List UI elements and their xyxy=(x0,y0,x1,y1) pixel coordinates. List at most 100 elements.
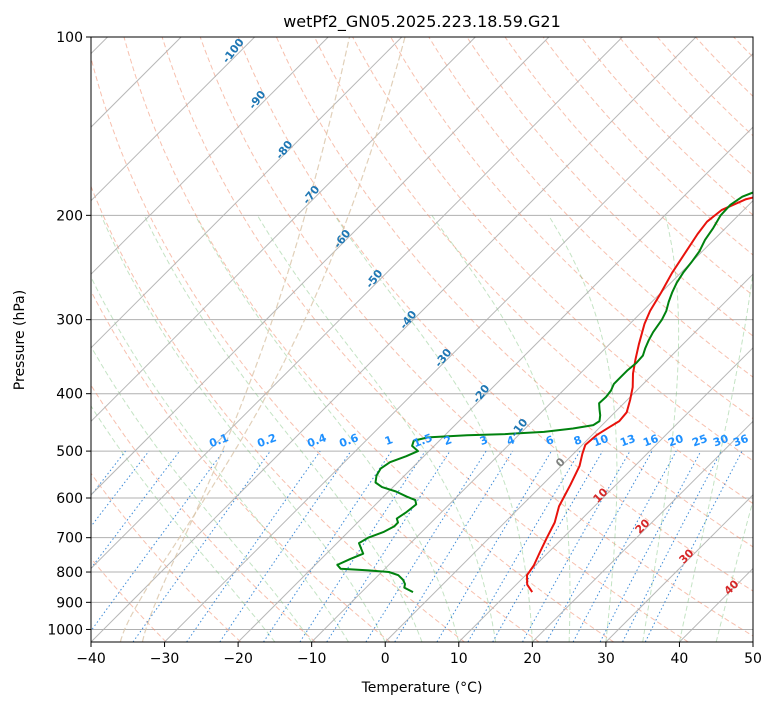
mixing-ratio-line xyxy=(263,450,392,642)
isotherm-line xyxy=(458,347,753,642)
mixing-ratio-label: 30 xyxy=(711,432,730,450)
mixing-ratio-label: 16 xyxy=(641,432,660,450)
mixing-ratio-label: 36 xyxy=(731,432,750,450)
mixing-ratio-label: 0.6 xyxy=(337,431,360,450)
mixing-ratio-label: 0.4 xyxy=(305,431,328,450)
mixing-ratio-line xyxy=(186,450,321,642)
x-tick-label: −20 xyxy=(223,651,253,667)
temperature-profile-line xyxy=(526,196,753,593)
y-tick-label: 1000 xyxy=(47,622,83,638)
mixing-ratio-label: 0.2 xyxy=(255,431,278,450)
moist-adiabat-line xyxy=(256,215,497,642)
isotherm-line xyxy=(605,494,753,642)
isotherm-line xyxy=(91,37,476,423)
mixing-ratio-label: 1.5 xyxy=(411,431,434,450)
x-tick-label: −30 xyxy=(150,651,180,667)
mixing-ratio-label: 10 xyxy=(591,432,610,450)
y-tick-label: 900 xyxy=(56,595,83,611)
moist-adiabat-line xyxy=(143,215,423,642)
dry-adiabat-line xyxy=(275,37,753,548)
mixing-ratio-line xyxy=(219,450,352,642)
mixing-ratio-line xyxy=(299,450,426,642)
moist-adiabat-line xyxy=(91,345,313,642)
mixing-ratio-line xyxy=(522,450,631,642)
mixing-ratio-label: 20 xyxy=(666,432,685,450)
dry-adiabat-line xyxy=(123,37,614,642)
dry-adiabat-line xyxy=(91,557,167,642)
reference-curve xyxy=(119,37,406,642)
mixing-ratio-label: 25 xyxy=(690,432,709,449)
x-tick-label: 10 xyxy=(450,651,468,667)
reference-curve xyxy=(141,37,351,642)
mixing-ratio-label: 6 xyxy=(544,433,556,448)
mixing-ratio-line xyxy=(394,450,514,642)
y-tick-label: 800 xyxy=(56,565,83,581)
y-axis-title: Pressure (hPa) xyxy=(12,290,28,390)
moist-adiabat-line xyxy=(642,215,680,642)
isotherm-line xyxy=(311,199,753,642)
mixing-ratio-label: 2 xyxy=(442,433,454,448)
dewpoint-profile-line xyxy=(336,191,753,593)
mixing-ratio-line xyxy=(572,450,677,642)
dry-adiabat-line xyxy=(91,290,391,642)
y-tick-label: 300 xyxy=(56,313,83,329)
y-tick-label: 500 xyxy=(56,444,83,460)
x-tick-label: 40 xyxy=(671,651,689,667)
y-tick-label: 200 xyxy=(56,208,83,224)
y-tick-label: 600 xyxy=(56,491,83,507)
isotherm-line xyxy=(384,273,753,642)
x-axis-title: Temperature (°C) xyxy=(361,680,483,696)
dry-adiabat-line xyxy=(161,37,689,642)
mixing-ratio-line xyxy=(91,450,180,570)
dry-adiabat-line xyxy=(504,37,753,297)
x-tick-label: 20 xyxy=(523,651,541,667)
dry-adiabat-line xyxy=(91,185,465,642)
mixing-ratio-label: 1 xyxy=(383,433,395,448)
x-tick-label: −10 xyxy=(297,651,327,667)
x-tick-label: −40 xyxy=(76,651,106,667)
mixing-ratio-line xyxy=(91,450,224,632)
isotherm-line xyxy=(91,37,697,642)
plot-frame xyxy=(90,36,754,643)
dry-adiabat-line xyxy=(390,37,753,420)
mixing-ratio-line xyxy=(326,450,451,642)
isotherm-line xyxy=(91,37,550,496)
mixing-ratio-label: 13 xyxy=(618,432,637,449)
mixing-ratio-line xyxy=(132,450,271,642)
y-tick-label: 100 xyxy=(56,30,83,46)
moist-adiabat-line xyxy=(678,269,753,642)
dry-adiabat-line xyxy=(313,37,753,505)
mixing-ratio-label: 8 xyxy=(572,433,584,448)
y-axis-ticks: 100 200 300 400 500 600 700 800 900 1000 xyxy=(47,30,91,638)
mixing-ratio-label: 0.1 xyxy=(207,431,230,450)
chart-title: wetPf2_GN05.2025.223.18.59.G21 xyxy=(283,12,561,32)
x-tick-label: 0 xyxy=(381,651,390,667)
plot-grid xyxy=(91,37,753,642)
mixing-ratio-label: 4 xyxy=(505,433,517,448)
x-axis-ticks: −40 −30 −20 −10 0 10 20 30 40 50 xyxy=(76,642,762,667)
moist-adiabat-line xyxy=(100,215,386,642)
mixing-ratio-label: 3 xyxy=(478,433,490,448)
dry-adiabat-line xyxy=(199,37,753,637)
data-curves xyxy=(336,191,753,593)
isotherm-line xyxy=(91,37,403,349)
moist-adiabat-line xyxy=(548,215,618,642)
mixing-ratio-line xyxy=(546,450,653,642)
isotherm-line xyxy=(237,126,753,642)
y-tick-label: 400 xyxy=(56,387,83,403)
x-tick-label: 50 xyxy=(744,651,762,667)
isotherm-line xyxy=(91,37,623,570)
moist-adiabat-line xyxy=(194,215,460,642)
isotherm-line xyxy=(531,420,753,642)
isotherm-line xyxy=(91,37,329,275)
x-tick-label: 30 xyxy=(597,651,615,667)
isotherm-line xyxy=(91,37,256,202)
dry-adiabat-line xyxy=(91,55,540,642)
dry-adiabat-line xyxy=(91,384,316,642)
isotherm-line xyxy=(164,52,753,642)
mixing-ratio-line xyxy=(644,450,743,642)
moist-adiabat-line xyxy=(715,498,753,642)
y-tick-label: 700 xyxy=(56,531,83,547)
